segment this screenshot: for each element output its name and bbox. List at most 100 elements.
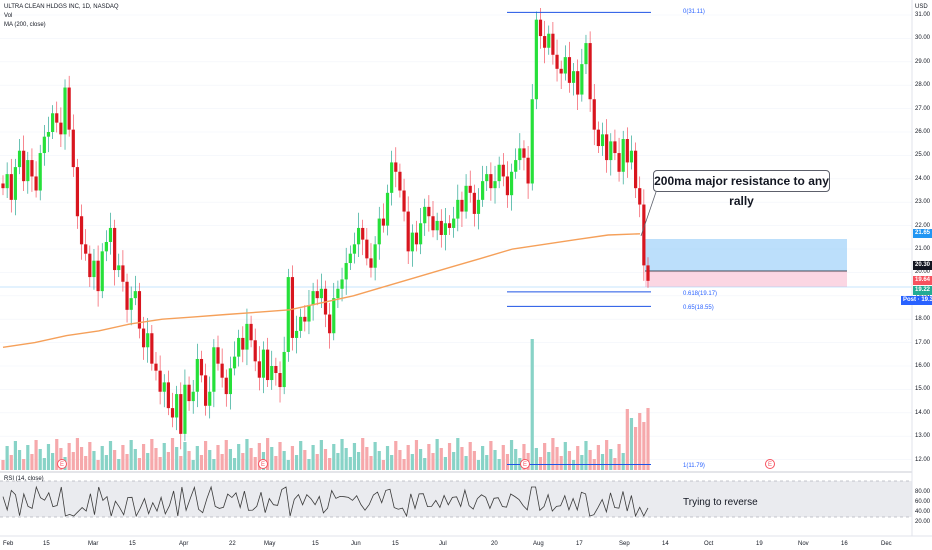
price-tick-label: 31.00 [915, 12, 931, 18]
volume-bar [584, 441, 588, 470]
volume-bar [199, 455, 204, 470]
candle-body [63, 87, 67, 135]
candle-body [319, 288, 323, 299]
candlestick-series[interactable] [1, 7, 650, 450]
volume-bar [42, 458, 46, 470]
candle-body [373, 244, 377, 268]
candle-body [129, 298, 133, 310]
volume-bar [51, 453, 55, 470]
fib-label-0: 0(31.11) [683, 9, 705, 15]
candle-body [588, 43, 592, 100]
volume-bar [328, 458, 332, 470]
candle-body [402, 190, 406, 212]
volume-bar [336, 453, 340, 470]
candle-body [212, 347, 216, 392]
candle-body [452, 218, 456, 228]
candle-body [344, 263, 348, 280]
volume-legend[interactable]: Vol [4, 13, 13, 19]
price-axis-tag: 19.64 [913, 276, 932, 286]
volume-bar [158, 457, 162, 470]
candle-body [369, 258, 373, 268]
candle-body [377, 218, 381, 245]
volume-bar [1, 460, 5, 470]
volume-bar [220, 454, 224, 470]
price-tick-label: 18.00 [915, 316, 931, 323]
long-position-stop-zone [645, 271, 847, 287]
volume-bar [46, 444, 51, 470]
price-tick-label: 16.00 [915, 363, 931, 369]
earnings-event-marker[interactable]: E [520, 459, 530, 469]
price-tick-label: 13.00 [915, 433, 931, 440]
earnings-event-marker[interactable]: E [57, 459, 67, 469]
volume-bar [576, 446, 580, 470]
candle-body [237, 337, 241, 357]
volume-bar [600, 454, 605, 470]
volume-bar [497, 459, 501, 470]
candle-body [332, 298, 336, 334]
earnings-event-marker[interactable]: E [258, 459, 268, 469]
currency-label[interactable]: USD [915, 4, 928, 10]
callout-200ma-resistance[interactable]: 200ma major resistance to any rally [653, 170, 830, 208]
volume-bar [356, 452, 361, 470]
ma-legend[interactable]: MA (200, close) [4, 22, 46, 28]
candle-body [398, 171, 402, 191]
fib-retracement-lines[interactable] [507, 11, 651, 466]
volume-bar [245, 439, 249, 470]
candle-body [356, 227, 361, 245]
candle-body [481, 181, 485, 200]
volume-bar [613, 458, 617, 470]
candle-body [5, 174, 9, 189]
volume-bar [481, 446, 485, 470]
volume-bar [133, 449, 137, 470]
time-tick-label: 15 [312, 541, 319, 547]
volume-bar [460, 447, 464, 470]
candle-body [228, 368, 233, 395]
candle-body [352, 244, 357, 254]
candle-body [427, 206, 431, 217]
callout-pointer [640, 191, 657, 237]
price-tick-label: 26.00 [915, 129, 931, 135]
volume-bar [175, 447, 179, 470]
candle-body [538, 19, 543, 37]
rsi-tick-label: 40.00 [915, 509, 931, 515]
candle-body [505, 176, 510, 196]
volume-bar [472, 451, 476, 470]
candle-body [381, 218, 385, 226]
price-tick-label: 28.00 [915, 82, 931, 89]
rsi-legend[interactable]: RSI (14, close) [4, 476, 44, 482]
candle-body [559, 68, 563, 74]
volume-bar [294, 455, 299, 470]
volume-bar [75, 438, 80, 470]
candle-body [431, 216, 435, 231]
candle-body [443, 223, 448, 235]
price-tick-label: 17.00 [915, 339, 931, 346]
candle-body [100, 251, 104, 292]
price-axis-tag: 19.22 [913, 286, 932, 296]
candle-body [266, 349, 270, 381]
time-tick-label: 17 [576, 541, 583, 547]
volume-bar [311, 445, 315, 470]
candle-body [34, 176, 38, 191]
candle-body [299, 316, 303, 331]
volume-bar [352, 443, 357, 470]
fib-label-1: 1(11.79) [683, 463, 705, 469]
candle-body [133, 291, 137, 299]
candle-body [307, 305, 311, 322]
volume-bar [92, 451, 96, 470]
symbol-title[interactable]: ULTRA CLEAN HLDGS INC, 1D, NASDAQ [4, 4, 119, 10]
volume-bar [286, 460, 290, 470]
volume-bar [489, 441, 493, 470]
rsi-note[interactable]: Trying to reverse [683, 497, 758, 508]
price-tick-label: 30.00 [915, 35, 931, 42]
time-tick-label: Aug [533, 541, 544, 547]
candle-body [270, 366, 274, 381]
volume-bar [179, 456, 183, 470]
volume-bar [113, 450, 117, 470]
volume-bar [104, 455, 108, 470]
volume-bar [34, 440, 38, 470]
candle-body [158, 370, 162, 392]
earnings-event-marker[interactable]: E [765, 459, 775, 469]
volume-bar [100, 446, 104, 470]
volume-bar [278, 442, 282, 470]
